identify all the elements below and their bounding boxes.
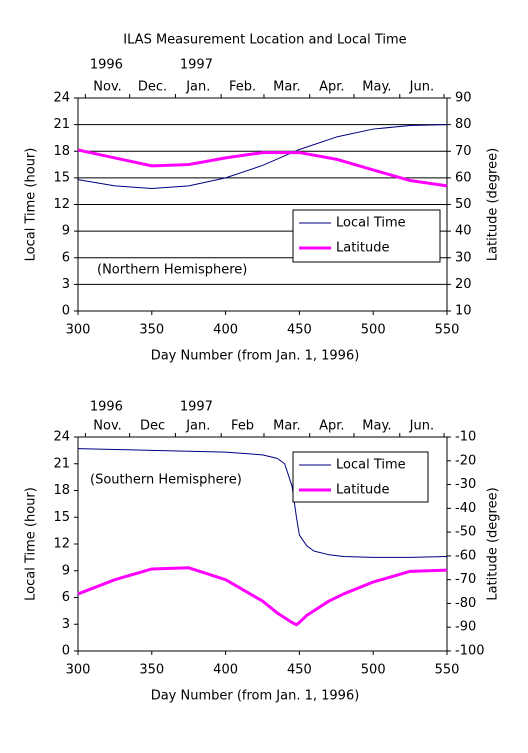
series-line bbox=[77, 566, 448, 627]
y-tick-label: 9 bbox=[62, 563, 70, 578]
y-tick-label: 21 bbox=[53, 456, 70, 471]
y-tick-label: 6 bbox=[62, 250, 70, 265]
y2-tick-label: 50 bbox=[455, 197, 472, 212]
y-tick-label: 12 bbox=[53, 197, 70, 212]
y2-tick-label: 90 bbox=[455, 91, 472, 106]
y-tick-label: 18 bbox=[53, 144, 70, 159]
month-label: Nov. bbox=[93, 419, 122, 434]
x-tick-label: 400 bbox=[213, 323, 238, 338]
series-line bbox=[77, 148, 448, 188]
plot-frame bbox=[77, 97, 448, 312]
month-label: Nov. bbox=[93, 80, 122, 95]
x-tick-label: 450 bbox=[287, 323, 312, 338]
month-label: Jun. bbox=[409, 80, 434, 95]
y2-tick-label: 80 bbox=[455, 117, 472, 132]
y2-tick-label: -100 bbox=[455, 644, 485, 659]
series-line bbox=[77, 124, 448, 190]
y-tick-label: 3 bbox=[62, 277, 70, 292]
x-tick-label: 550 bbox=[435, 663, 460, 678]
x-tick-label: 400 bbox=[213, 663, 238, 678]
y-tick-label: 15 bbox=[53, 170, 70, 185]
x-axis-title: Day Number (from Jan. 1, 1996) bbox=[151, 689, 360, 704]
y2-tick-label: 70 bbox=[455, 144, 472, 159]
month-label: Jan. bbox=[185, 419, 210, 434]
legend-label: Local Time bbox=[336, 216, 406, 231]
y-tick-label: 6 bbox=[62, 590, 70, 605]
month-label: Apr. bbox=[319, 80, 344, 95]
y-tick-label: 12 bbox=[53, 537, 70, 552]
x-tick-label: 550 bbox=[435, 323, 460, 338]
x-tick-label: 500 bbox=[361, 323, 386, 338]
x-tick-label: 350 bbox=[139, 663, 164, 678]
month-label: Mar. bbox=[273, 80, 300, 95]
legend-box bbox=[292, 451, 429, 503]
month-label: Apr. bbox=[319, 419, 344, 434]
y-axis-title: Local Time (hour) bbox=[24, 487, 39, 601]
y-tick-label: 24 bbox=[53, 430, 70, 445]
y2-tick-label: 40 bbox=[455, 224, 472, 239]
chart-title: ILAS Measurement Location and Local Time bbox=[123, 33, 406, 48]
y-tick-label: 0 bbox=[62, 644, 70, 659]
y2-axis-title: Latitude (degree) bbox=[486, 487, 501, 600]
x-tick-label: 300 bbox=[66, 663, 91, 678]
y2-tick-label: -80 bbox=[455, 596, 476, 611]
y2-tick-label: -70 bbox=[455, 572, 476, 587]
y-tick-label: 21 bbox=[53, 117, 70, 132]
y2-tick-label: -60 bbox=[455, 548, 476, 563]
y-tick-label: 0 bbox=[62, 304, 70, 319]
year-label: 1997 bbox=[180, 400, 213, 415]
month-label: May. bbox=[362, 419, 391, 434]
y2-axis-title: Latitude (degree) bbox=[486, 148, 501, 261]
month-label: Jun. bbox=[409, 419, 434, 434]
y2-tick-label: -20 bbox=[455, 453, 476, 468]
x-tick-label: 500 bbox=[361, 663, 386, 678]
legend-label: Latitude bbox=[336, 241, 390, 256]
y2-tick-label: -50 bbox=[455, 525, 476, 540]
y2-tick-label: 10 bbox=[455, 304, 472, 319]
y2-tick-label: -10 bbox=[455, 430, 476, 445]
x-tick-label: 450 bbox=[287, 663, 312, 678]
year-label: 1996 bbox=[90, 400, 123, 415]
x-axis-title: Day Number (from Jan. 1, 1996) bbox=[151, 349, 360, 364]
x-tick-label: 350 bbox=[139, 323, 164, 338]
month-label: Feb bbox=[231, 419, 254, 434]
y-tick-label: 3 bbox=[62, 617, 70, 632]
y2-tick-label: 20 bbox=[455, 277, 472, 292]
y-tick-label: 24 bbox=[53, 91, 70, 106]
month-label: Dec. bbox=[138, 80, 167, 95]
x-tick-label: 300 bbox=[66, 323, 91, 338]
month-label: May. bbox=[362, 80, 391, 95]
month-label: Feb. bbox=[229, 80, 256, 95]
legend-box bbox=[292, 209, 441, 263]
month-label: Dec bbox=[140, 419, 165, 434]
y-tick-label: 18 bbox=[53, 483, 70, 498]
y2-tick-label: -90 bbox=[455, 620, 476, 635]
month-label: Jan. bbox=[185, 80, 210, 95]
y-tick-label: 15 bbox=[53, 510, 70, 525]
y-axis-title: Local Time (hour) bbox=[24, 148, 39, 262]
legend-label: Latitude bbox=[336, 483, 390, 498]
month-label: Mar. bbox=[273, 419, 300, 434]
y2-tick-label: -30 bbox=[455, 477, 476, 492]
y2-tick-label: 60 bbox=[455, 170, 472, 185]
y2-tick-label: 30 bbox=[455, 250, 472, 265]
annotation: (Southern Hemisphere) bbox=[90, 473, 242, 488]
plot-frame bbox=[77, 436, 448, 652]
y-tick-label: 9 bbox=[62, 224, 70, 239]
year-label: 1996 bbox=[90, 58, 123, 73]
annotation: (Northern Hemisphere) bbox=[97, 263, 247, 278]
legend-label: Local Time bbox=[336, 458, 406, 473]
year-label: 1997 bbox=[180, 58, 213, 73]
y2-tick-label: -40 bbox=[455, 501, 476, 516]
